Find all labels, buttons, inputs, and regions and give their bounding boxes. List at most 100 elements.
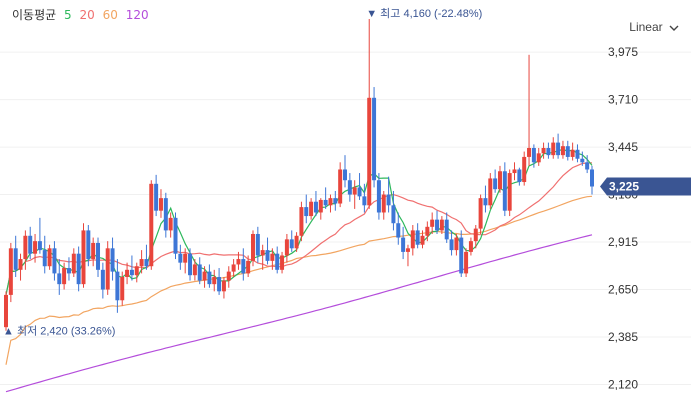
- candle-body: [507, 173, 512, 211]
- candle-body: [33, 241, 38, 254]
- candle-body: [173, 217, 178, 254]
- candle-body: [188, 253, 193, 276]
- candle-body: [338, 169, 343, 204]
- candle-body: [444, 219, 449, 240]
- candle-body: [580, 158, 585, 163]
- candle-body: [347, 180, 352, 195]
- ma20-legend-label: 20: [79, 8, 95, 22]
- candle-body: [144, 259, 149, 267]
- candle-body: [556, 142, 561, 156]
- candle-body: [381, 194, 386, 213]
- candle-body: [464, 251, 469, 274]
- y-tick-label: 3,710: [608, 93, 638, 107]
- candle-body: [289, 239, 294, 249]
- candle-body: [255, 233, 260, 256]
- candle-body: [590, 169, 594, 187]
- candle-body: [570, 149, 575, 157]
- candle-body: [473, 228, 478, 242]
- candle-body: [212, 276, 217, 285]
- ma120-line: [5, 234, 593, 393]
- annotations: ▼ 최고 4,160 (-22.48%) ▲ 최저 2,420 (33.26%): [3, 7, 482, 338]
- candle-body: [585, 162, 590, 170]
- candle-body: [502, 171, 507, 211]
- candle-body: [497, 171, 502, 190]
- ma-legend-title: 이동평균: [12, 8, 57, 22]
- candle-body: [202, 271, 207, 281]
- candle-body: [110, 248, 115, 272]
- candle-body: [178, 253, 183, 263]
- candle-body: [575, 149, 580, 159]
- candle-body: [357, 187, 362, 197]
- candle-body: [221, 280, 226, 292]
- candle-body: [18, 259, 23, 270]
- ma60-legend-label: 60: [102, 8, 118, 22]
- candle-body: [299, 207, 304, 236]
- ma5-legend-label: 5: [64, 8, 72, 22]
- ma60-line: [5, 195, 593, 365]
- scale-toggle-label: Linear: [629, 20, 663, 34]
- candle-body: [420, 235, 425, 245]
- candle-body: [546, 147, 551, 156]
- y-tick-label: 3,445: [608, 140, 638, 154]
- candle-body: [430, 219, 435, 227]
- candle-body: [8, 248, 13, 295]
- candle-body: [236, 259, 241, 265]
- candle-body: [241, 259, 246, 274]
- candle-body: [294, 235, 299, 249]
- candle-body: [62, 268, 67, 285]
- current-price-tag-background: [600, 177, 691, 196]
- candle-body: [120, 276, 125, 301]
- candle-body: [551, 142, 556, 156]
- candle-body: [362, 196, 367, 206]
- candle-body: [435, 219, 440, 231]
- candle-body: [275, 253, 280, 270]
- candle-body: [129, 269, 134, 276]
- candle-body: [536, 153, 541, 163]
- candle-body: [401, 237, 406, 252]
- candle-body: [522, 156, 527, 183]
- y-tick-label: 3,975: [608, 45, 638, 59]
- candle-body: [149, 183, 154, 267]
- candle-body: [260, 250, 265, 256]
- candle-body: [183, 253, 188, 263]
- candle-body: [318, 199, 323, 213]
- candle-body: [265, 250, 270, 261]
- candle-body: [309, 201, 314, 217]
- candle-body: [565, 146, 570, 157]
- ma5-line: [5, 148, 593, 296]
- scale-toggle-button[interactable]: Linear: [629, 20, 679, 34]
- candle-body: [493, 178, 498, 190]
- candle-body: [76, 253, 81, 285]
- candle-body: [352, 187, 357, 195]
- candle-body: [134, 266, 139, 276]
- candle-body: [415, 230, 420, 245]
- candle-body: [91, 242, 96, 260]
- candle-body: [313, 201, 318, 213]
- candle-body: [483, 198, 488, 206]
- candle-body: [154, 183, 159, 211]
- moving-average-lines: [5, 148, 593, 393]
- candle-body: [71, 253, 76, 274]
- candle-body: [270, 253, 275, 261]
- candle-body: [478, 198, 483, 229]
- candle-body: [217, 276, 222, 292]
- candle-body: [410, 230, 415, 249]
- y-tick-label: 2,120: [608, 377, 638, 391]
- y-tick-label: 2,650: [608, 283, 638, 297]
- candle-body: [4, 294, 8, 328]
- candle-body: [47, 248, 52, 267]
- candle-body: [250, 233, 255, 261]
- candle-body: [323, 199, 328, 206]
- candle-body: [425, 226, 430, 236]
- candle-body: [280, 255, 285, 270]
- candle-body: [28, 235, 33, 254]
- candle-body: [459, 237, 464, 274]
- y-tick-label: 2,915: [608, 235, 638, 249]
- current-price-tag: 3,225: [600, 177, 691, 196]
- candle-body: [81, 230, 86, 285]
- candle-body: [439, 219, 444, 231]
- candle-body: [284, 239, 289, 256]
- candle-body: [86, 230, 91, 260]
